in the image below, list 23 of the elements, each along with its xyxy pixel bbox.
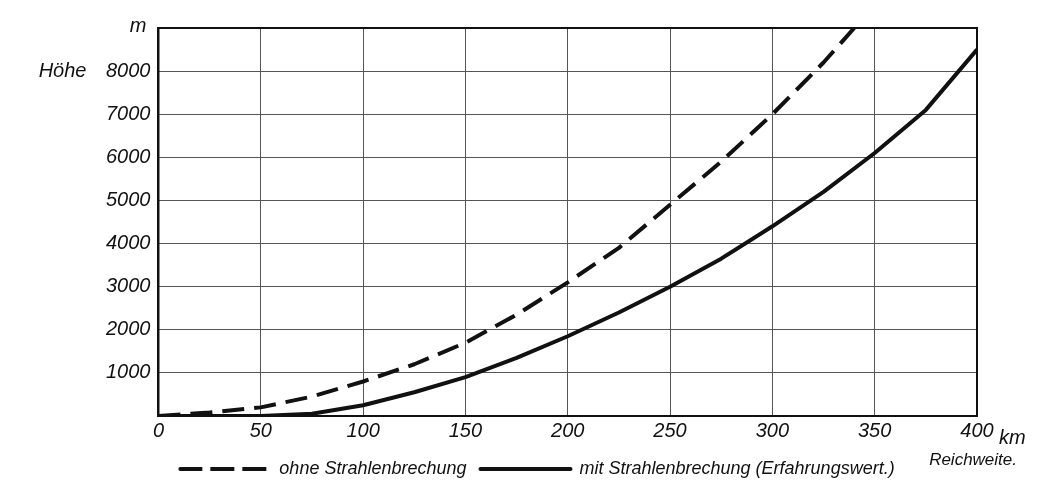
y-tick-label: 3000 — [105, 274, 151, 297]
x-tick-label: 400 — [960, 418, 994, 441]
y-tick-label: 8000 — [105, 58, 151, 81]
legend-label: ohne Strahlenbrechung — [279, 458, 467, 478]
x-axis-title: Reichweite. — [929, 450, 1017, 470]
y-tick-label: 7000 — [105, 101, 151, 124]
x-tick-label: 50 — [249, 418, 272, 441]
y-tick-label: 5000 — [105, 188, 151, 211]
text: m — [129, 13, 147, 36]
y-tick-label: 1000 — [105, 360, 151, 383]
x-tick-label: 0 — [152, 418, 165, 441]
y-tick-label: 4000 — [105, 231, 151, 254]
y-tick-label: 2000 — [104, 317, 151, 340]
x-tick-label: 150 — [448, 418, 483, 441]
x-tick-label: 200 — [550, 418, 585, 441]
y-axis-title: Höhe — [38, 58, 87, 81]
x-tick-label: 350 — [858, 418, 892, 441]
legend-label: mit Strahlenbrechung (Erfahrungswert.) — [579, 458, 895, 478]
text: km — [999, 425, 1026, 448]
x-tick-label: 300 — [755, 418, 790, 441]
x-tick-label: 250 — [652, 418, 687, 441]
x-tick-label: 100 — [346, 418, 380, 441]
y-tick-label: 6000 — [105, 144, 151, 167]
